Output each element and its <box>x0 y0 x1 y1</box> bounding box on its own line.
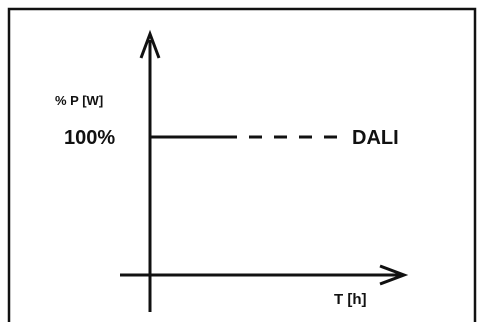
x-axis-arrowhead <box>379 264 409 286</box>
level-label: 100% <box>64 127 115 149</box>
x-axis-label: T [h] <box>334 291 366 308</box>
frame-border <box>7 7 477 322</box>
y-axis-arrowhead <box>139 29 161 59</box>
y-axis-label: % P [W] <box>55 93 103 108</box>
dali-label: DALI <box>352 127 399 149</box>
